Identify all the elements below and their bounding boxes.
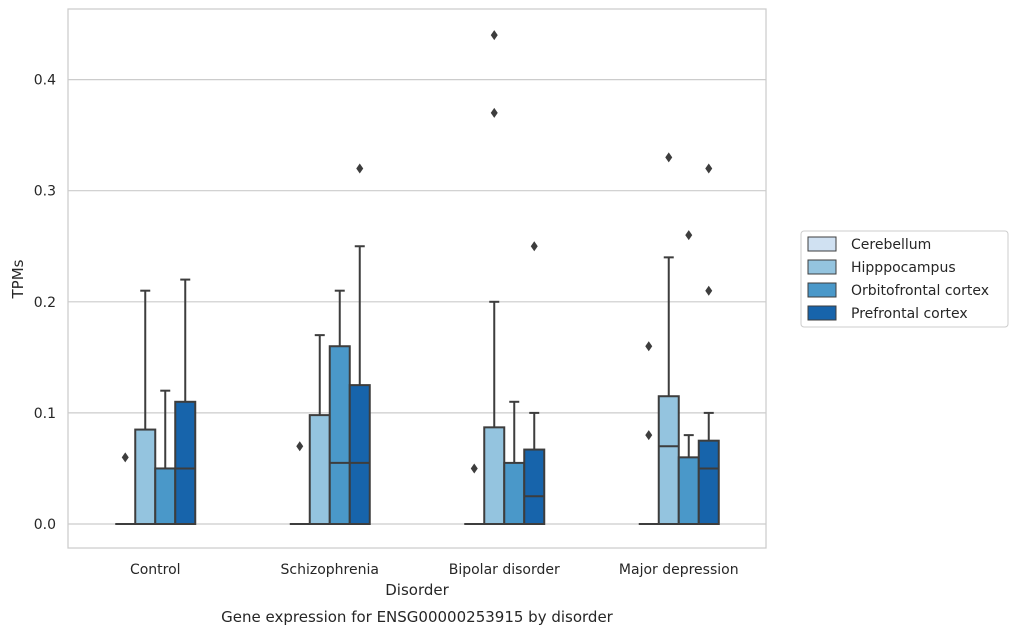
x-tick-label-2: Bipolar disorder xyxy=(449,562,560,578)
box-body xyxy=(308,414,331,526)
outlier-point-0 xyxy=(470,463,478,474)
box-1-1 xyxy=(308,334,331,526)
box-body xyxy=(134,428,157,525)
y-axis-title: TPMs xyxy=(9,259,27,299)
box-2-2 xyxy=(503,400,526,525)
outlier-point-0 xyxy=(705,163,713,174)
box-body xyxy=(677,456,700,525)
legend-frame xyxy=(800,230,1009,328)
chart-caption: Gene expression for ENSG00000253915 by d… xyxy=(221,608,614,626)
legend-swatch-3 xyxy=(807,305,837,321)
outlier-point-0 xyxy=(685,230,693,241)
box-body xyxy=(483,426,506,525)
box-0-1 xyxy=(134,289,157,525)
x-tick-label-1: Schizophrenia xyxy=(281,562,379,578)
legend-swatch-0 xyxy=(807,236,837,252)
box-1-2 xyxy=(328,289,351,525)
y-tick-label-4: 0.4 xyxy=(34,73,56,89)
y-axis-ticks: 0.0 0.1 0.2 0.3 0.4 xyxy=(34,73,56,533)
plot-frame xyxy=(67,8,767,549)
y-tick-label-3: 0.3 xyxy=(34,184,56,200)
legend: Cerebellum Hipppocampus Orbitofrontal cort… xyxy=(800,230,1009,328)
outlier-point-1 xyxy=(705,285,713,296)
outlier-point-0 xyxy=(490,30,498,41)
legend-label-2: Orbitofrontal cortex xyxy=(851,283,989,299)
x-axis-ticks: Control Schizophrenia Bipolar disorder Majo… xyxy=(130,562,739,578)
outlier-point-0 xyxy=(530,241,538,252)
box-body xyxy=(503,461,526,525)
legend-label-3: Prefrontal cortex xyxy=(851,306,968,322)
box-body xyxy=(348,384,371,525)
box-1-3 xyxy=(348,163,371,525)
box-body xyxy=(697,439,720,525)
legend-label-1: Hipppocampus xyxy=(851,260,956,276)
outlier-point-0 xyxy=(121,452,129,463)
box-body xyxy=(328,345,351,525)
box-2-0 xyxy=(464,463,485,525)
legend-swatch-1 xyxy=(807,259,837,275)
box-2-1 xyxy=(483,30,506,525)
box-body xyxy=(154,467,177,526)
box-3-3 xyxy=(697,163,720,525)
x-tick-label-3: Major depression xyxy=(619,562,739,578)
box-3-0 xyxy=(638,341,659,525)
outlier-point-0 xyxy=(296,441,304,452)
box-body xyxy=(174,400,197,526)
box-0-2 xyxy=(154,389,177,526)
y-tick-label-1: 0.1 xyxy=(34,406,56,422)
x-tick-label-0: Control xyxy=(130,562,181,578)
outlier-point-0 xyxy=(645,341,653,352)
box-0-3 xyxy=(174,278,197,526)
y-tick-label-2: 0.2 xyxy=(34,295,56,311)
box-3-2 xyxy=(677,230,700,525)
box-2-3 xyxy=(523,241,546,525)
box-body xyxy=(523,448,546,525)
y-tick-label-0: 0.0 xyxy=(34,517,56,533)
outlier-point-1 xyxy=(490,107,498,118)
outlier-point-1 xyxy=(645,430,653,441)
outlier-point-0 xyxy=(356,163,364,174)
box-3-1 xyxy=(657,152,680,525)
box-0-0 xyxy=(115,452,136,525)
legend-label-0: Cerebellum xyxy=(851,237,931,253)
box-body xyxy=(657,395,680,525)
x-axis-title: Disorder xyxy=(385,581,449,599)
boxes-layer xyxy=(115,30,720,526)
box-1-0 xyxy=(289,441,310,525)
legend-swatch-2 xyxy=(807,282,837,298)
outlier-point-0 xyxy=(665,152,673,163)
